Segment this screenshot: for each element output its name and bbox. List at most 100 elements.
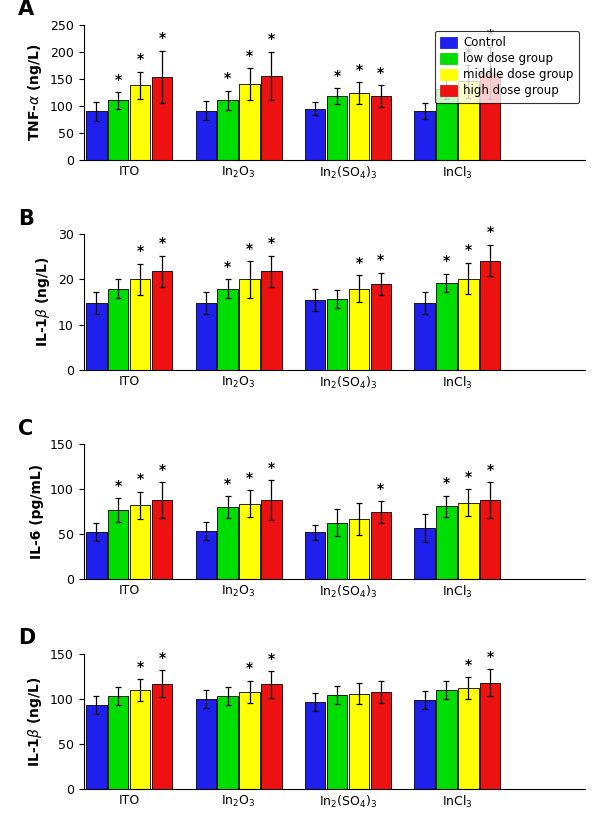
Bar xyxy=(327,695,347,789)
Text: *: * xyxy=(137,53,144,67)
Bar xyxy=(152,500,172,580)
Text: *: * xyxy=(465,658,472,672)
Bar xyxy=(196,111,216,160)
Bar xyxy=(261,271,282,370)
Text: *: * xyxy=(246,48,253,62)
Text: *: * xyxy=(487,463,494,477)
Bar xyxy=(239,279,260,370)
Bar xyxy=(349,93,369,160)
Y-axis label: IL-1$\beta$ (ng/L): IL-1$\beta$ (ng/L) xyxy=(26,677,44,767)
Text: *: * xyxy=(268,236,275,250)
Text: *: * xyxy=(137,244,144,258)
Bar xyxy=(371,512,391,580)
Bar xyxy=(414,303,435,370)
Bar xyxy=(436,283,457,370)
Bar xyxy=(196,699,216,789)
Bar xyxy=(108,510,128,580)
Bar xyxy=(349,519,369,580)
Bar xyxy=(458,81,479,160)
Bar xyxy=(261,685,282,789)
Bar xyxy=(327,96,347,160)
Text: *: * xyxy=(246,662,253,676)
Bar xyxy=(480,500,500,580)
Text: *: * xyxy=(246,471,253,485)
Text: *: * xyxy=(137,473,144,487)
Bar xyxy=(261,500,282,580)
Bar xyxy=(130,690,150,789)
Text: C: C xyxy=(19,418,33,439)
Text: *: * xyxy=(268,461,275,475)
Bar xyxy=(414,111,435,160)
Text: *: * xyxy=(158,236,165,250)
Text: B: B xyxy=(19,209,34,229)
Text: *: * xyxy=(377,66,384,80)
Y-axis label: IL-1$\beta$ (ng/L): IL-1$\beta$ (ng/L) xyxy=(35,257,53,347)
Bar xyxy=(414,528,435,580)
Bar xyxy=(305,702,325,789)
Bar xyxy=(86,303,106,370)
Text: *: * xyxy=(465,470,472,484)
Bar xyxy=(480,683,500,789)
Text: *: * xyxy=(224,260,231,274)
Bar xyxy=(371,284,391,370)
Bar xyxy=(261,76,282,160)
Legend: Control, low dose group, middle dose group, high dose group: Control, low dose group, middle dose gro… xyxy=(435,30,579,104)
Text: *: * xyxy=(268,652,275,666)
Bar xyxy=(305,533,325,580)
Text: *: * xyxy=(443,58,450,72)
Bar xyxy=(327,299,347,370)
Y-axis label: TNF-$\alpha$ (ng/L): TNF-$\alpha$ (ng/L) xyxy=(26,44,44,141)
Text: *: * xyxy=(443,476,450,490)
Bar xyxy=(217,100,238,160)
Text: *: * xyxy=(334,68,341,82)
Text: *: * xyxy=(487,225,494,239)
Text: *: * xyxy=(443,254,450,268)
Text: *: * xyxy=(465,243,472,257)
Text: *: * xyxy=(355,62,362,76)
Bar xyxy=(108,289,128,370)
Bar xyxy=(196,531,216,580)
Bar xyxy=(436,690,457,789)
Bar xyxy=(371,96,391,160)
Bar xyxy=(196,303,216,370)
Bar xyxy=(239,504,260,580)
Bar xyxy=(458,503,479,580)
Text: *: * xyxy=(377,253,384,267)
Text: *: * xyxy=(137,660,144,674)
Text: *: * xyxy=(158,651,165,665)
Text: *: * xyxy=(224,72,231,85)
Bar xyxy=(86,705,106,789)
Bar xyxy=(305,300,325,370)
Text: *: * xyxy=(268,32,275,46)
Bar xyxy=(327,523,347,580)
Text: A: A xyxy=(19,0,35,19)
Bar xyxy=(436,89,457,160)
Bar xyxy=(480,261,500,370)
Bar xyxy=(436,506,457,580)
Bar xyxy=(239,691,260,789)
Text: *: * xyxy=(158,463,165,477)
Bar xyxy=(152,76,172,160)
Bar xyxy=(108,100,128,160)
Bar xyxy=(152,684,172,789)
Y-axis label: IL-6 (pg/mL): IL-6 (pg/mL) xyxy=(30,464,44,559)
Bar xyxy=(130,506,150,580)
Bar xyxy=(217,696,238,789)
Bar xyxy=(458,688,479,789)
Bar xyxy=(86,111,106,160)
Bar xyxy=(349,694,369,789)
Bar xyxy=(217,507,238,580)
Bar xyxy=(305,109,325,160)
Bar xyxy=(480,73,500,160)
Bar xyxy=(458,279,479,370)
Text: *: * xyxy=(355,256,362,270)
Text: *: * xyxy=(246,242,253,256)
Bar xyxy=(152,271,172,370)
Bar xyxy=(108,696,128,789)
Text: *: * xyxy=(465,46,472,60)
Text: *: * xyxy=(115,478,122,493)
Text: D: D xyxy=(19,628,36,649)
Bar xyxy=(130,279,150,370)
Bar xyxy=(86,532,106,580)
Text: *: * xyxy=(377,482,384,496)
